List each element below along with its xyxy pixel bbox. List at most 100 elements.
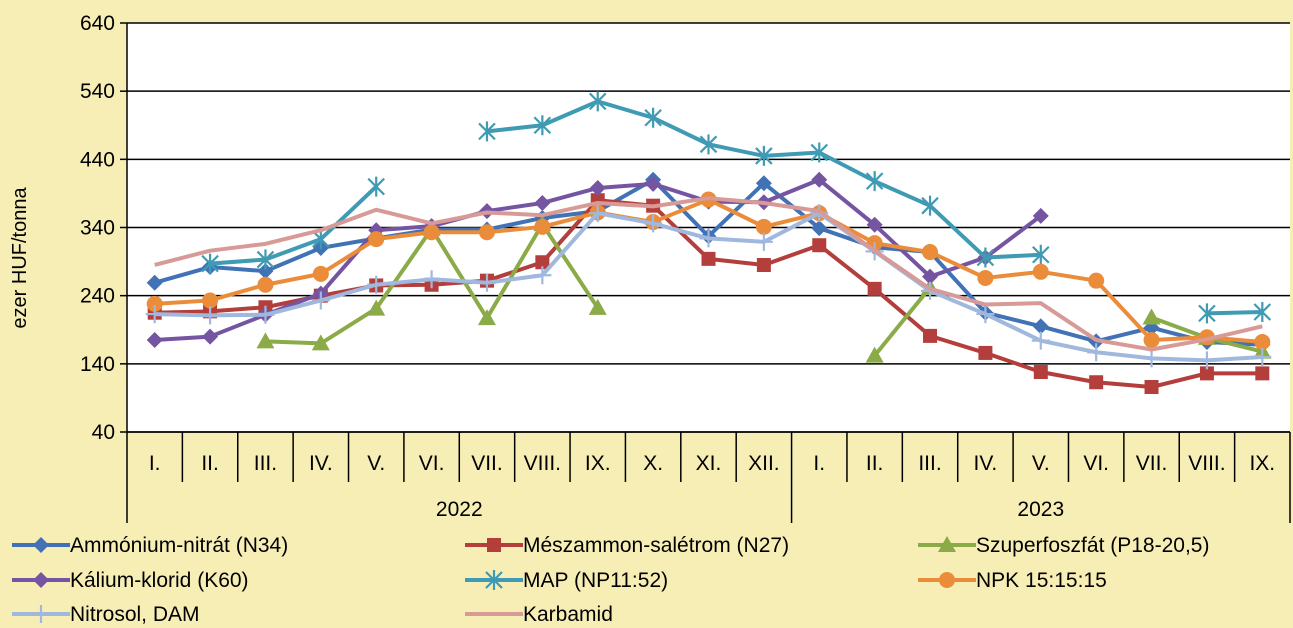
- data-point: [1199, 366, 1214, 381]
- data-point: [422, 270, 441, 289]
- data-point: [1032, 318, 1049, 335]
- legend-entry: Nitrosol, DAM: [12, 603, 200, 626]
- y-tick-label: 640: [80, 12, 115, 35]
- x-month-label: V.: [1032, 452, 1050, 475]
- legend-label: Ammónium-nitrát (N34): [70, 534, 288, 557]
- series-7: [154, 196, 1263, 352]
- y-tick-label: 140: [80, 353, 115, 376]
- data-point: [923, 328, 938, 343]
- data-point: [534, 194, 551, 211]
- x-year-label: 2022: [436, 498, 483, 521]
- legend-label: NPK 15:15:15: [976, 569, 1107, 592]
- data-point: [311, 334, 330, 351]
- legend-label: Nitrosol, DAM: [70, 603, 200, 626]
- legend-label: MAP (NP11:52): [523, 569, 668, 592]
- data-point: [1032, 207, 1049, 224]
- legend-swatch-marker: [33, 572, 49, 588]
- data-point: [146, 274, 163, 291]
- y-axis-label: ezer HUF/tonna: [9, 187, 31, 329]
- legend-entry: Mészammon-salétrom (N27): [465, 534, 789, 557]
- y-tick-label: 440: [80, 148, 115, 171]
- x-month-label: XI.: [696, 452, 722, 475]
- x-month-label: V.: [367, 452, 385, 475]
- x-month-label: IV.: [309, 452, 333, 475]
- data-point: [977, 269, 994, 286]
- data-point: [312, 265, 329, 282]
- data-point: [478, 121, 496, 142]
- data-point: [367, 299, 386, 316]
- x-month-label: I.: [813, 452, 825, 475]
- data-point: [1031, 331, 1050, 350]
- data-point: [978, 345, 993, 360]
- legend-label: Karbamid: [523, 603, 613, 626]
- data-point: [367, 176, 385, 197]
- legend-entry: Szuperfoszfát (P18-20,5): [918, 534, 1209, 557]
- legend-label: Mészammon-salétrom (N27): [523, 534, 789, 557]
- data-point: [588, 298, 607, 315]
- data-point: [811, 220, 828, 237]
- data-point: [535, 255, 550, 270]
- data-point: [588, 204, 607, 223]
- data-point: [699, 134, 718, 155]
- x-month-label: VI.: [1083, 452, 1109, 475]
- data-point: [534, 218, 551, 235]
- legend-swatch-marker: [485, 570, 503, 590]
- series-line: [154, 196, 1263, 352]
- data-point: [1088, 272, 1105, 289]
- data-point: [368, 231, 385, 248]
- data-point: [1253, 348, 1272, 367]
- x-month-label: II.: [866, 452, 884, 475]
- data-point: [699, 229, 718, 248]
- data-point: [755, 175, 772, 192]
- data-point: [1142, 308, 1161, 325]
- x-month-label: II.: [201, 452, 219, 475]
- data-point: [146, 331, 163, 348]
- legend-swatch-marker: [32, 605, 50, 623]
- data-point: [644, 107, 662, 128]
- legend-entry: MAP (NP11:52): [465, 569, 668, 592]
- data-point: [1089, 375, 1104, 390]
- legend-entry: NPK 15:15:15: [918, 569, 1107, 592]
- legend-label: Szuperfoszfát (P18-20,5): [976, 534, 1209, 557]
- y-tick-label: 340: [80, 217, 115, 240]
- data-point: [866, 216, 883, 233]
- data-point: [812, 238, 827, 253]
- y-tick-label: 540: [80, 80, 115, 103]
- data-point: [256, 249, 275, 270]
- x-month-label: VIII.: [524, 452, 561, 475]
- x-month-label: IX.: [1249, 452, 1275, 475]
- data-point: [256, 305, 275, 324]
- data-point: [257, 263, 274, 280]
- data-point: [644, 214, 663, 233]
- data-point: [312, 229, 330, 250]
- legend-swatch-marker: [938, 536, 956, 552]
- series-line: [1206, 310, 1263, 316]
- data-point: [865, 346, 884, 363]
- x-month-label: X.: [643, 452, 663, 475]
- data-point: [477, 309, 496, 326]
- data-point: [755, 218, 772, 235]
- data-point: [976, 305, 995, 324]
- data-point: [202, 292, 219, 309]
- data-point: [865, 171, 884, 192]
- x-month-label: VIII.: [1188, 452, 1225, 475]
- x-axis: I. II. III. IV. V. VI. VII. VIII. IX. X. XI. XII. I.…: [126, 23, 1291, 523]
- series-line: [209, 185, 378, 266]
- data-series: [145, 91, 1272, 395]
- x-month-label: VII.: [471, 452, 503, 475]
- data-point: [810, 142, 829, 163]
- data-point: [1197, 351, 1216, 370]
- data-point: [145, 305, 164, 324]
- data-point: [311, 291, 330, 310]
- data-point: [533, 266, 552, 285]
- y-axis-ticks: 40 140 240 340 440 540 640: [80, 12, 127, 444]
- data-point: [367, 275, 386, 294]
- legend-swatch-marker: [33, 537, 49, 553]
- x-month-label: IV.: [974, 452, 998, 475]
- data-point: [755, 145, 773, 166]
- data-point: [867, 281, 882, 296]
- data-point: [1143, 331, 1160, 348]
- data-point: [976, 247, 995, 268]
- data-point: [1144, 380, 1159, 395]
- series-line: [873, 286, 932, 357]
